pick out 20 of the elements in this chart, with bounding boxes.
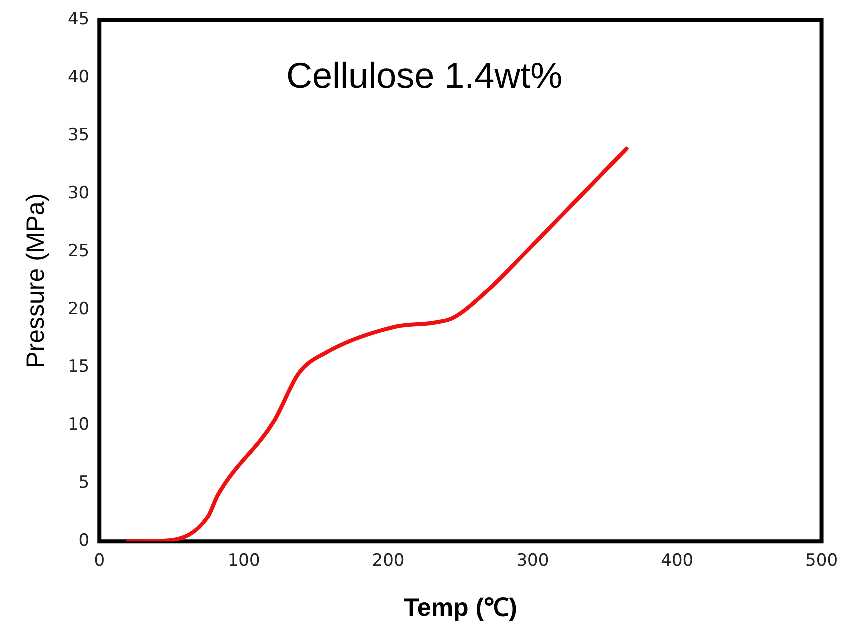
y-tick-label: 10 xyxy=(68,415,90,436)
x-tick-label: 300 xyxy=(516,551,550,572)
annotation: Cellulose 1.4wt% xyxy=(286,55,563,96)
y-tick-label: 15 xyxy=(68,357,90,378)
x-tick-label: 100 xyxy=(228,551,260,572)
x-tick-label: 500 xyxy=(806,551,838,572)
y-tick-label: 0 xyxy=(78,531,90,552)
y-tick-label: 35 xyxy=(68,125,90,146)
y-axis-title: Pressure (MPa) xyxy=(22,193,50,368)
x-tick-label: 400 xyxy=(661,551,694,572)
y-tick-label: 45 xyxy=(68,10,90,30)
line-series xyxy=(126,146,629,542)
x-tick-label: 200 xyxy=(372,551,405,572)
y-tick-label: 40 xyxy=(68,68,90,88)
y-tick-label: 5 xyxy=(78,473,90,494)
x-axis-title: Temp (℃) xyxy=(404,594,518,622)
x-tick-label: 0 xyxy=(94,551,106,572)
y-tick-label: 20 xyxy=(68,299,90,320)
y-tick-label: 30 xyxy=(68,183,90,204)
y-tick-label: 25 xyxy=(68,241,90,262)
